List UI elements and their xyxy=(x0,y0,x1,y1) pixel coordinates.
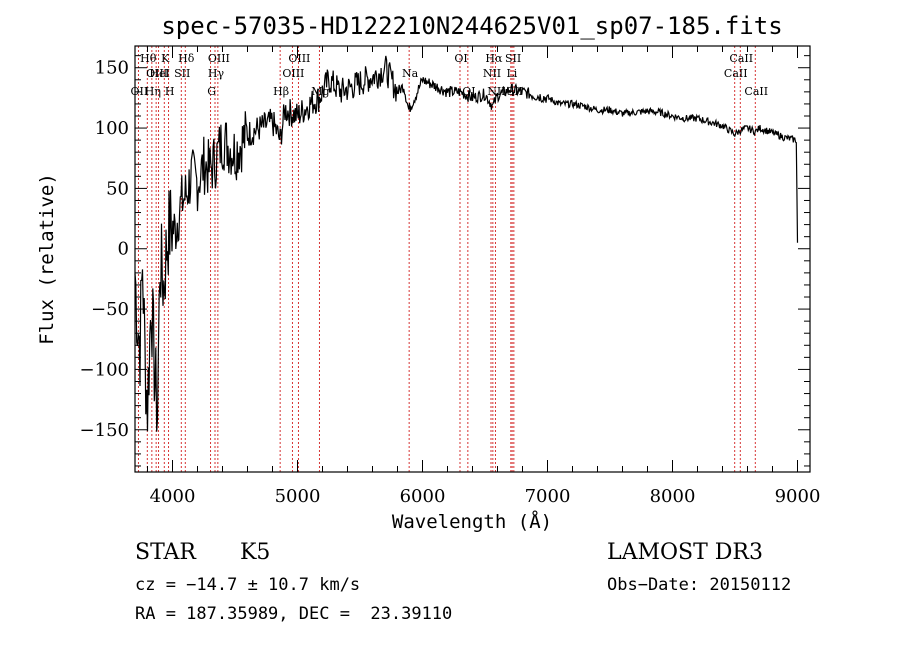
y-tick-label--150: −150 xyxy=(80,420,129,441)
chart-title: spec-57035-HD122210N244625V01_sp07-185.f… xyxy=(161,12,782,40)
axis-ticks: 4000 5000 6000 7000 8000 9000 −150 −100 −50 0 50 10… xyxy=(80,46,821,507)
line-label-12: Hβ xyxy=(273,85,289,98)
line-label-11: OIII xyxy=(208,52,230,65)
line-label-15: Mg xyxy=(311,85,329,98)
object-subclass: K5 xyxy=(240,540,271,565)
line-label-1: Hη xyxy=(145,85,161,98)
line-label-21: NII xyxy=(487,85,505,98)
line-label-23: Li xyxy=(506,67,517,80)
line-label-26: CaII xyxy=(729,52,753,65)
y-tick-label-50: 50 xyxy=(106,178,129,199)
line-label-10: Hγ xyxy=(208,67,225,80)
coordinates: RA = 187.35989, DEC = 23.39110 xyxy=(135,604,453,624)
line-label-4: K xyxy=(161,52,170,65)
line-label-6: H xyxy=(165,85,175,98)
x-axis-label: Wavelength (Å) xyxy=(392,510,552,533)
line-label-22: SII xyxy=(505,52,521,65)
line-label-5: HeI xyxy=(149,67,169,80)
y-tick-label-100: 100 xyxy=(95,118,129,139)
x-tick-label-7000: 7000 xyxy=(525,486,571,507)
line-label-13: OIII xyxy=(282,67,304,80)
line-label-7: SII xyxy=(174,67,190,80)
line-label-0: Hθ xyxy=(140,52,157,65)
line-label-18: OI xyxy=(462,85,475,98)
redshift-cz: cz = −14.7 ± 10.7 km/s xyxy=(135,575,361,595)
x-tick-label-6000: 6000 xyxy=(400,486,446,507)
y-tick-label--50: −50 xyxy=(91,299,129,320)
y-tick-label-0: 0 xyxy=(118,239,129,260)
line-label-20: Hα xyxy=(485,52,503,65)
line-label-8: Hδ xyxy=(178,52,195,65)
x-tick-label-8000: 8000 xyxy=(650,486,696,507)
y-tick-label--100: −100 xyxy=(80,359,129,380)
line-label-25: CaII xyxy=(724,67,748,80)
line-label-9: G xyxy=(207,85,216,98)
survey-name: LAMOST DR3 xyxy=(607,540,763,565)
line-label-19: NII xyxy=(483,67,501,80)
object-class: STAR xyxy=(135,540,196,565)
line-label-17: OI xyxy=(454,52,467,65)
line-labels: HθHηOIIOIIIKHeIHSIIHδGHγOIIIHβOIIIOIIIMg… xyxy=(131,52,769,98)
line-label-16: Na xyxy=(402,67,419,80)
observation-date: Obs−Date: 20150112 xyxy=(607,575,792,595)
x-tick-label-5000: 5000 xyxy=(275,486,321,507)
line-label-27: CaII xyxy=(744,85,768,98)
line-label-24: SII xyxy=(507,85,523,98)
x-tick-label-4000: 4000 xyxy=(150,486,196,507)
x-tick-label-9000: 9000 xyxy=(775,486,821,507)
y-axis-label: Flux (relative) xyxy=(36,173,58,345)
line-label-14: OIII xyxy=(288,52,310,65)
line-label-3: OIII xyxy=(146,67,168,80)
spectrum-series-line xyxy=(134,55,799,432)
plot-frame xyxy=(134,45,811,473)
y-tick-label-150: 150 xyxy=(95,58,129,79)
